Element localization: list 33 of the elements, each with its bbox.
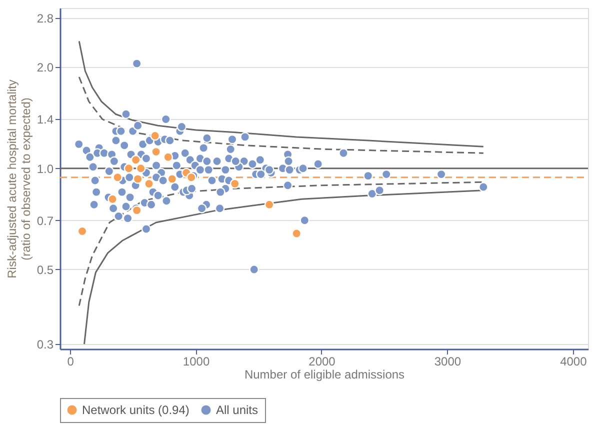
point — [112, 172, 123, 182]
x-axis-title: Number of eligible admissions — [244, 368, 405, 382]
y-tick-label: 2.0 — [36, 60, 54, 75]
y-tick-label: 1.4 — [36, 112, 54, 127]
point — [136, 163, 146, 174]
y-tick-label: 0.3 — [36, 338, 54, 352]
point — [144, 178, 154, 189]
line-series — [78, 40, 484, 148]
x-tick-label: 1000 — [182, 354, 210, 368]
line-series — [78, 76, 484, 154]
y-tick-label: 1.0 — [36, 162, 54, 176]
legend-label: All units — [216, 403, 258, 417]
point — [151, 146, 161, 157]
x-tick-label: 2000 — [308, 354, 336, 368]
point — [77, 226, 88, 236]
point — [124, 163, 134, 174]
y-tick-label: 0.7 — [36, 214, 54, 228]
y-axis-title: Risk-adjusted acute hospital mortality (ratio of observed to expected) — [4, 80, 33, 278]
point — [163, 152, 174, 162]
point — [108, 194, 118, 204]
point — [167, 174, 178, 184]
point — [264, 200, 274, 210]
point — [130, 154, 141, 165]
point — [132, 174, 143, 184]
point — [230, 178, 240, 189]
x-tick-label: 3000 — [434, 354, 462, 368]
point — [150, 130, 160, 141]
y-tick-label: 0.5 — [36, 263, 54, 277]
point — [292, 228, 302, 238]
x-tick-label: 4000 — [560, 354, 588, 368]
x-tick-label: 0 — [67, 354, 74, 368]
y-tick-label: 2.8 — [36, 12, 54, 26]
legend-label: Network units (0.94) — [82, 403, 190, 417]
